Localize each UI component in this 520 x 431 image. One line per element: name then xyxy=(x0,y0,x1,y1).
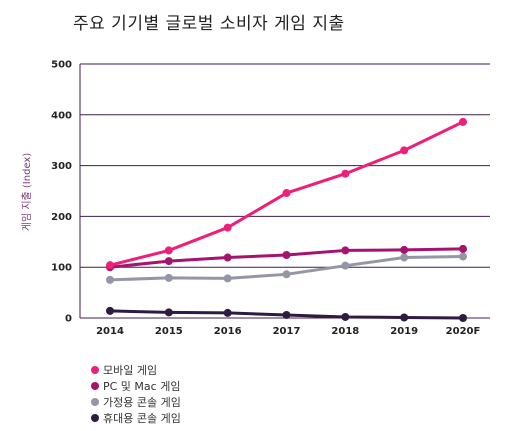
data-point xyxy=(282,189,291,198)
y-tick-label: 300 xyxy=(51,161,72,172)
data-point xyxy=(282,310,291,319)
data-point xyxy=(106,275,114,284)
data-point xyxy=(282,270,291,279)
x-tick-label: 2017 xyxy=(273,326,301,337)
legend-item: 모바일 게임 xyxy=(88,362,181,377)
data-point xyxy=(282,251,291,260)
y-tick-label: 400 xyxy=(51,110,72,121)
y-tick-label: 500 xyxy=(51,60,72,71)
y-axis-label: 게임 지출 (Index) xyxy=(20,153,33,232)
y-tick-label: 200 xyxy=(51,212,72,223)
data-point xyxy=(341,169,350,178)
series-points xyxy=(106,117,467,322)
x-tick-label: 2019 xyxy=(390,326,418,337)
legend-label: 가정용 콘솔 게임 xyxy=(103,395,181,409)
x-tick-label: 2016 xyxy=(214,326,242,337)
data-point xyxy=(223,308,232,317)
x-tick-label: 2015 xyxy=(155,326,183,337)
legend-marker xyxy=(88,413,102,423)
data-point xyxy=(106,306,114,315)
chart-title: 주요 기기별 글로벌 소비자 게임 지출 xyxy=(73,14,345,34)
data-point xyxy=(106,261,114,270)
data-point xyxy=(223,223,232,232)
legend-label: 모바일 게임 xyxy=(103,363,158,377)
legend-item: 가정용 콘솔 게임 xyxy=(88,394,181,409)
data-point xyxy=(459,314,467,322)
x-tick-label: 2018 xyxy=(331,326,359,337)
legend-marker xyxy=(88,381,102,391)
x-tick-label: 2020F xyxy=(446,326,481,337)
legend-marker xyxy=(88,397,102,407)
data-point xyxy=(164,246,173,255)
data-point xyxy=(341,261,350,270)
y-tick-label: 0 xyxy=(65,314,72,325)
legend-item: PC 및 Mac 게임 xyxy=(88,378,181,393)
legend-marker xyxy=(88,365,102,375)
data-point xyxy=(459,117,467,126)
data-point xyxy=(400,245,409,254)
legend-label: PC 및 Mac 게임 xyxy=(103,379,181,393)
data-point xyxy=(459,244,467,253)
data-point xyxy=(400,146,409,155)
data-point xyxy=(223,253,232,262)
data-point xyxy=(164,257,173,266)
legend-label: 휴대용 콘솔 게임 xyxy=(103,411,181,425)
data-point xyxy=(459,252,467,261)
data-point xyxy=(341,312,350,321)
x-tick-label: 2014 xyxy=(96,326,124,337)
series-lines xyxy=(108,120,465,320)
x-axis-ticks: 2014 2015 2016 2017 2018 2019 2020F xyxy=(96,326,480,337)
y-tick-label: 100 xyxy=(51,263,72,274)
data-point xyxy=(400,313,409,322)
data-point xyxy=(164,308,173,317)
data-point xyxy=(341,246,350,255)
data-point xyxy=(223,274,232,283)
data-point xyxy=(164,273,173,282)
data-point xyxy=(400,253,409,262)
y-axis-ticks: 0 100 200 300 400 500 xyxy=(51,60,72,325)
legend-item: 휴대용 콘솔 게임 xyxy=(88,410,181,425)
